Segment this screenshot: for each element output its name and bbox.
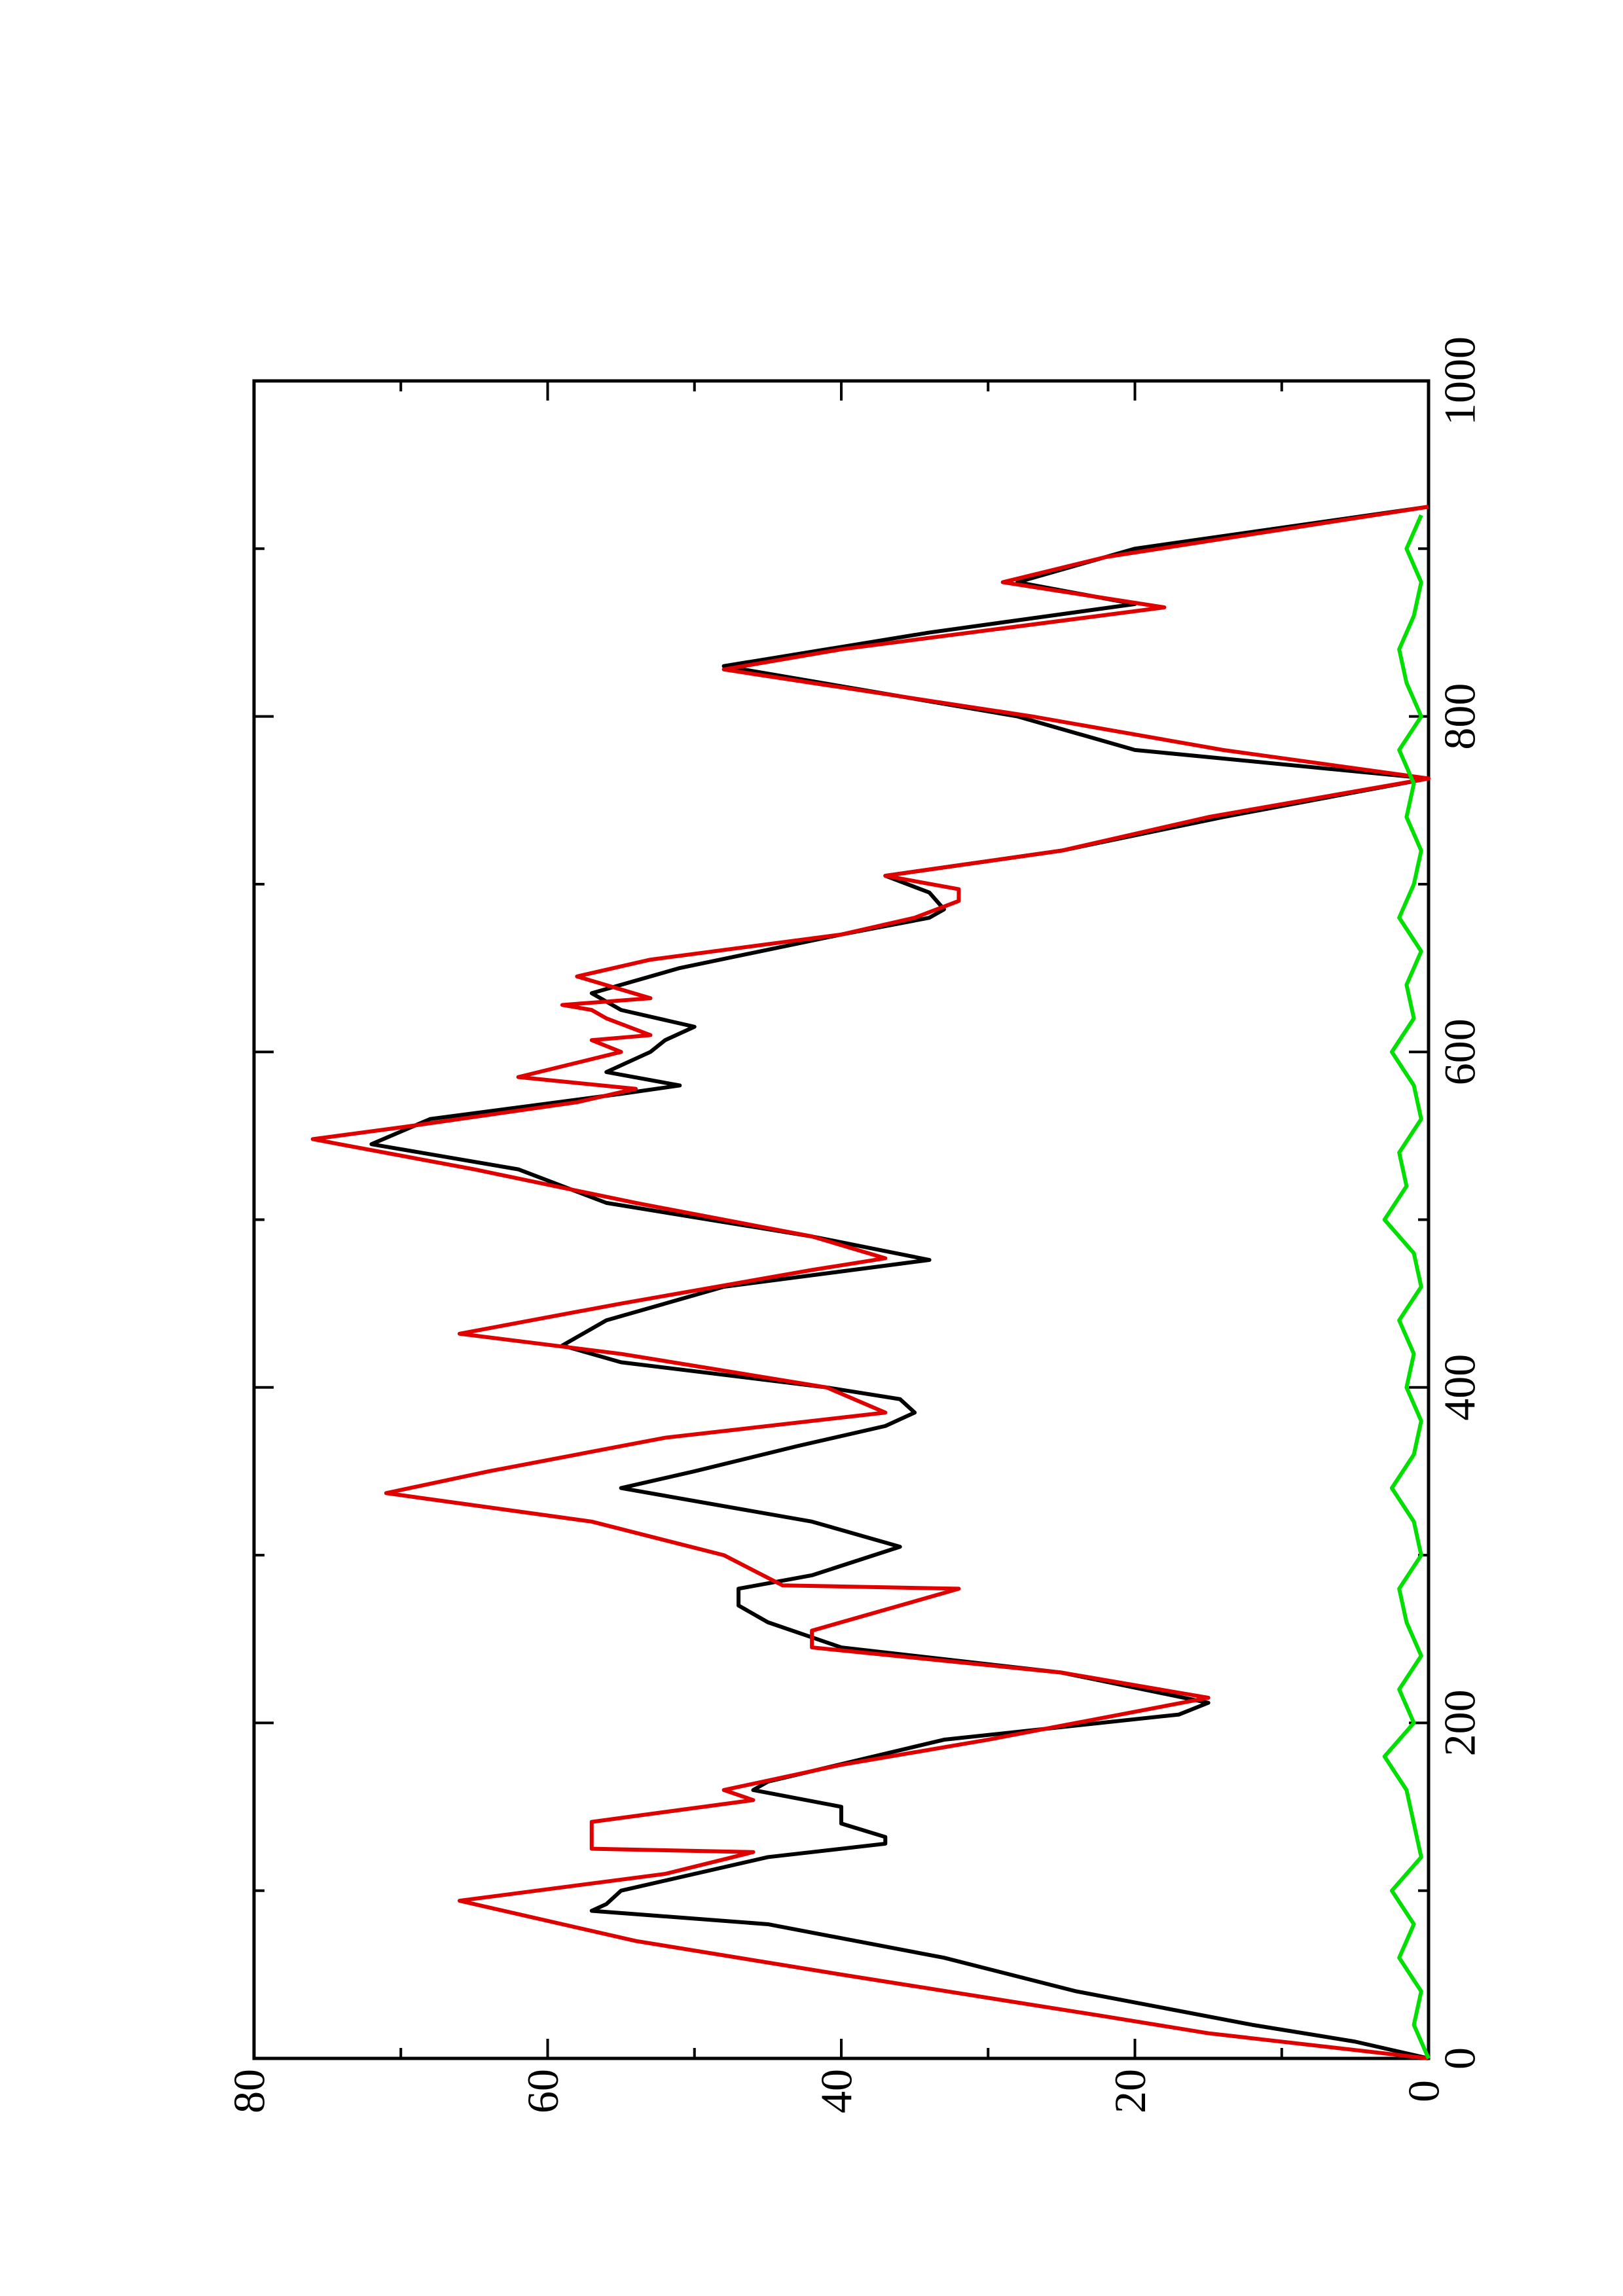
x-tick-label: 600 [1435, 1018, 1485, 1085]
y-tick-label: 0 [1399, 2080, 1449, 2102]
series-line [369, 505, 1431, 2060]
x-tick-label: 800 [1435, 683, 1485, 750]
series-line [1382, 514, 1431, 2060]
x-tick-label: 200 [1435, 1689, 1485, 1756]
y-tick-label: 20 [1105, 2069, 1155, 2113]
y-tick-label: 40 [812, 2069, 862, 2113]
y-tick-label: 60 [518, 2069, 568, 2113]
x-tick-label: 400 [1435, 1354, 1485, 1421]
x-tick-label: 1000 [1435, 336, 1485, 425]
series-line [310, 505, 1431, 2060]
x-tick-label: 0 [1435, 2047, 1485, 2070]
y-tick-label: 80 [225, 2069, 274, 2113]
